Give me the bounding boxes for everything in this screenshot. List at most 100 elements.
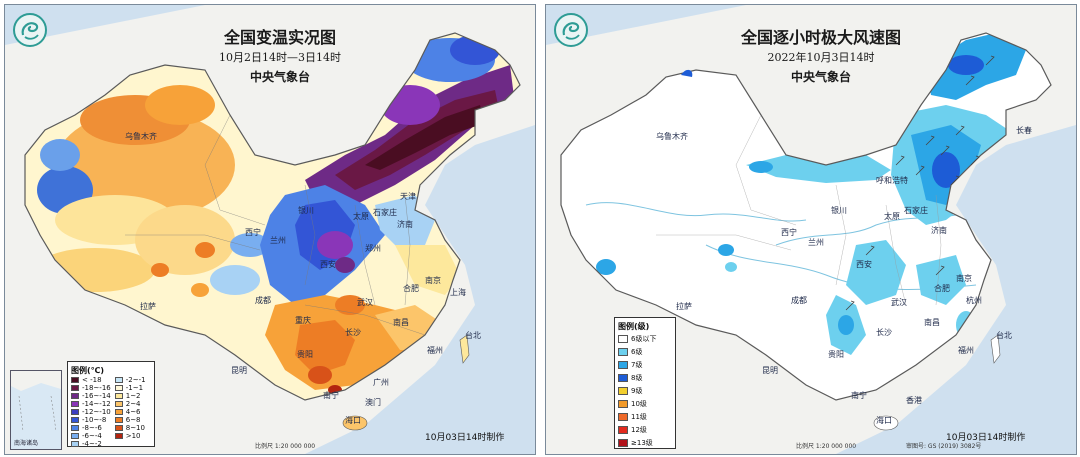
legend-swatch <box>618 438 628 447</box>
city-label: 贵阳 <box>828 350 844 359</box>
legend-swatch <box>114 425 123 431</box>
legend-swatch <box>71 417 79 423</box>
map-title-block: 全国变温实况图 10月2日14时—3日14时 中央气象台 <box>155 27 405 87</box>
legend-item: 8~10 <box>114 424 146 432</box>
legend-label: 8~10 <box>125 424 145 432</box>
map-title: 全国变温实况图 <box>223 28 336 47</box>
legend-label: -10~-8 <box>82 416 107 424</box>
city-label: 海口 <box>345 416 361 425</box>
legend-title: 图例(级) <box>618 322 650 331</box>
city-label: 贵阳 <box>297 350 313 359</box>
legend-item: -12~-10 <box>71 408 111 416</box>
legend-item: -2~-1 <box>114 376 146 384</box>
cma-logo <box>554 13 588 47</box>
legend-label: 1~2 <box>125 392 141 400</box>
legend-item: ≥13级 <box>618 436 672 449</box>
legend-item: -1~1 <box>114 384 146 392</box>
legend-swatch <box>618 386 628 395</box>
temperature-change-map-panel: 全国变温实况图 10月2日14时—3日14时 中央气象台 乌鲁木齐 拉萨 兰州 … <box>4 4 536 455</box>
map-agency: 中央气象台 <box>790 70 851 84</box>
legend-label: -8~-6 <box>82 424 102 432</box>
city-label: 西安 <box>856 260 872 269</box>
legend-title: 图例(℃) <box>71 366 104 375</box>
city-label: 兰州 <box>270 236 286 245</box>
legend-swatch <box>618 412 628 421</box>
city-label: 昆明 <box>762 366 778 375</box>
city-label: 福州 <box>958 346 974 355</box>
legend-label: 11级 <box>631 412 647 421</box>
legend-column: < -18 -18~-16 -16~-14 -14~-12 -12~-10 -10~-8-… <box>71 376 111 448</box>
legend-label: -6~-4 <box>82 432 102 440</box>
south-china-sea-inset: 南海诸岛 <box>10 370 62 450</box>
city-label: 郑州 <box>365 244 381 253</box>
legend-item: 4~6 <box>114 408 146 416</box>
city-label: 西安 <box>320 260 336 269</box>
temperature-legend: 图例(℃) < -18 -18~-16 -16~-14 -14~-12 -12~-10-… <box>67 361 155 448</box>
city-label: 济南 <box>397 220 413 229</box>
legend-item: 6级 <box>618 345 672 358</box>
legend-swatch <box>114 401 123 407</box>
city-label: 南昌 <box>924 318 940 327</box>
map-subtitle: 2022年10月3日14时 <box>767 51 875 64</box>
legend-swatch <box>618 334 628 343</box>
city-label: 长春 <box>1016 126 1032 135</box>
scale-label: 比例尺 1:20 000 000 <box>796 443 857 450</box>
city-label: 台北 <box>996 331 1012 340</box>
legend-item: -14~-12 <box>71 400 111 408</box>
scale-label: 比例尺 1:20 000 000 <box>255 443 316 450</box>
city-label: 昆明 <box>231 366 247 375</box>
legend-item: -16~-14 <box>71 392 111 400</box>
city-label: 成都 <box>791 296 807 305</box>
legend-label: 7级 <box>631 360 643 369</box>
legend-item: 6~8 <box>114 416 146 424</box>
legend-swatch <box>114 377 123 383</box>
legend-item: 10级 <box>618 397 672 410</box>
city-label: 石家庄 <box>904 206 928 215</box>
max-wind-speed-map-panel: 全国逐小时极大风速图 2022年10月3日14时 中央气象台 乌鲁木齐 拉萨 西… <box>545 4 1077 455</box>
legend-label: 6级以下 <box>631 334 657 343</box>
legend-swatch <box>71 409 79 415</box>
legend-swatch <box>71 377 79 383</box>
legend-swatch <box>71 385 79 391</box>
legend-label: -12~-10 <box>82 408 111 416</box>
city-label: 香港 <box>906 396 922 405</box>
city-label: 海口 <box>876 416 892 425</box>
legend-swatch <box>71 433 79 439</box>
legend-item: 1~2 <box>114 392 146 400</box>
legend-label: 12级 <box>631 425 647 434</box>
city-label: 拉萨 <box>676 302 692 311</box>
city-label: 太原 <box>884 212 900 221</box>
legend-item: 2~4 <box>114 400 146 408</box>
city-label: 南京 <box>956 274 972 283</box>
legend-column: -2~-1 -1~1 1~2 2~4 4~6 6~8 8~10 >10 <box>114 376 146 448</box>
map-title-block: 全国逐小时极大风速图 2022年10月3日14时 中央气象台 <box>696 27 946 87</box>
city-label: 兰州 <box>808 238 824 247</box>
city-label: 银川 <box>298 206 314 215</box>
legend-swatch <box>618 360 628 369</box>
legend-item: >10 <box>114 432 146 440</box>
legend-swatch <box>618 347 628 356</box>
production-time: 10月03日14时制作 <box>425 433 505 443</box>
legend-list: 6级以下 6级 7级 8级 9级 10级 11级 12级 ≥13级 <box>618 332 672 449</box>
city-label: 杭州 <box>966 296 982 305</box>
city-label: 成都 <box>255 296 271 305</box>
legend-label: -2~-1 <box>125 376 146 384</box>
cma-logo-icon <box>21 22 39 40</box>
city-label: 天津 <box>400 192 416 201</box>
legend-label: -16~-14 <box>82 392 111 400</box>
legend-swatch <box>71 441 79 447</box>
legend-item: -18~-16 <box>71 384 111 392</box>
legend-swatch <box>618 373 628 382</box>
map-title: 全国逐小时极大风速图 <box>740 28 901 47</box>
legend-item: -4~-2 <box>71 440 111 448</box>
legend-item: -10~-8 <box>71 416 111 424</box>
legend-label: -4~-2 <box>82 440 102 448</box>
wind-speed-legend: 图例(级) 6级以下 6级 7级 8级 9级 10级 11级 12级 ≥13级 <box>614 317 676 449</box>
legend-label: >10 <box>125 432 141 440</box>
city-label: 广州 <box>373 378 389 387</box>
city-label: 长沙 <box>876 328 892 337</box>
legend-swatch <box>71 425 79 431</box>
city-label: 石家庄 <box>373 208 397 217</box>
inset-map <box>11 371 61 432</box>
city-label: 武汉 <box>891 298 907 307</box>
